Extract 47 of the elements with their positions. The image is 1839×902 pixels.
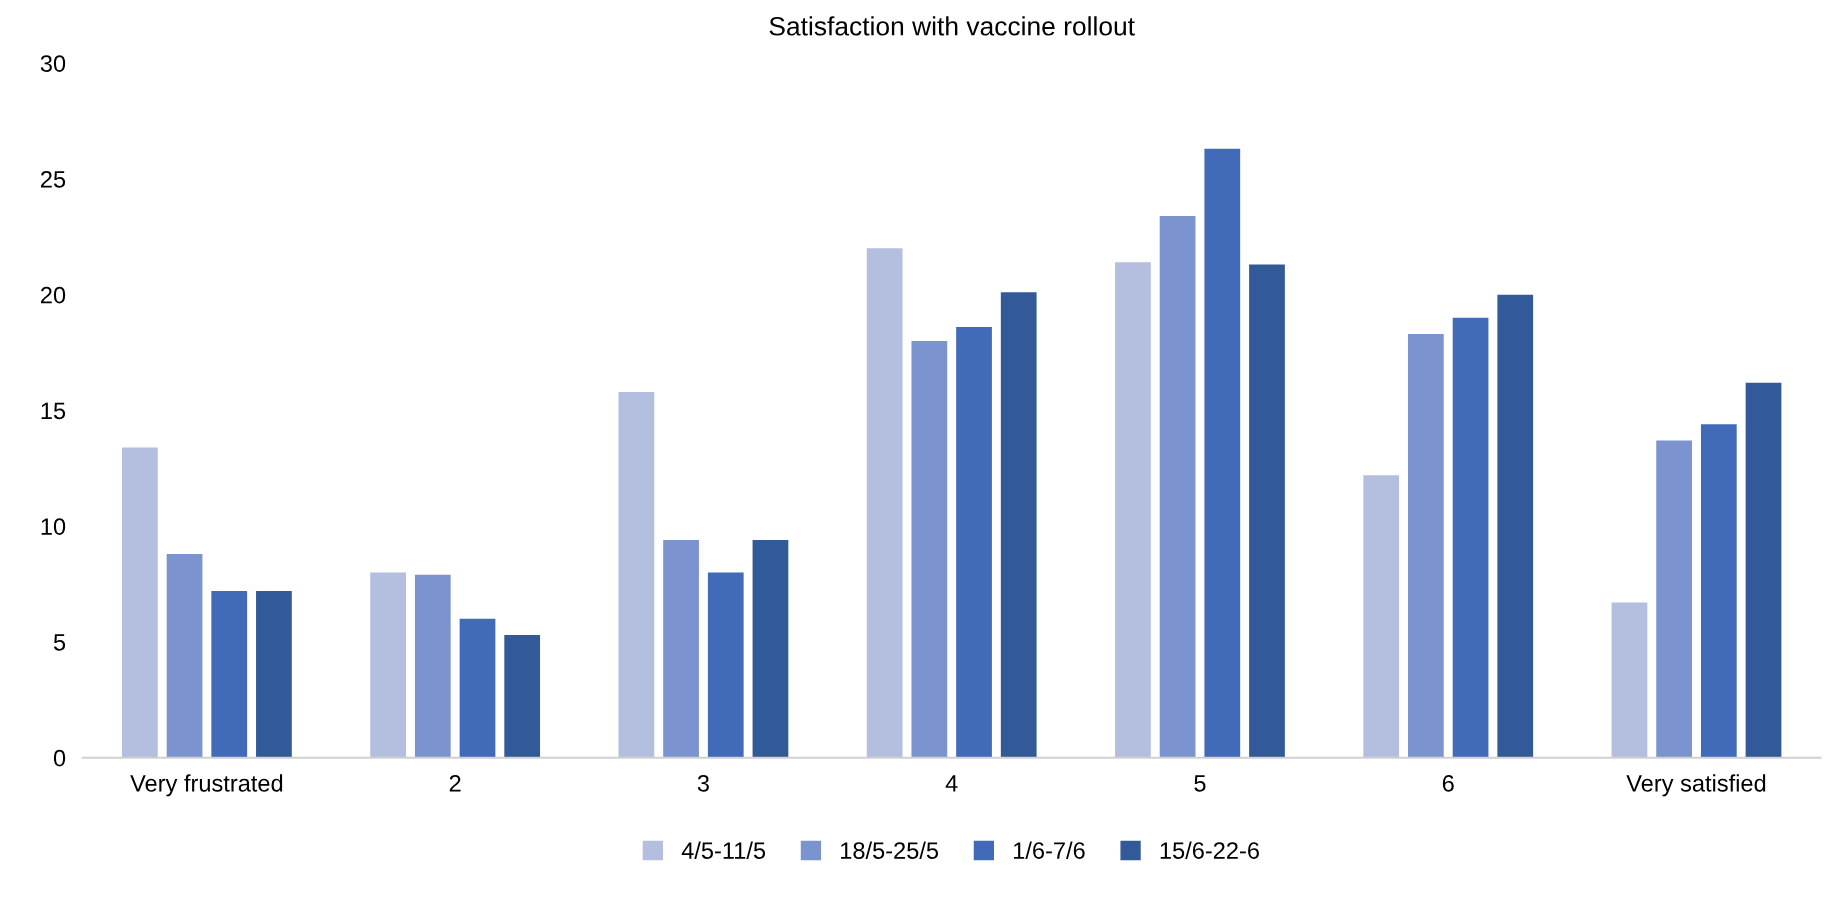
bar [459, 618, 496, 758]
legend-label: 4/5-11/5 [681, 841, 766, 859]
bar [1407, 334, 1444, 758]
bar [663, 540, 699, 758]
bar [370, 572, 406, 758]
x-tick-label: Very satisfied [1626, 774, 1766, 797]
bar [1159, 215, 1196, 758]
bar [1204, 148, 1241, 758]
bar [1611, 602, 1648, 758]
y-tick-label: 20 [41, 286, 66, 304]
bar [707, 572, 744, 758]
x-tick-label: 3 [697, 774, 709, 792]
bar [121, 447, 158, 758]
x-tick-label: 4 [945, 775, 958, 792]
bar [1452, 317, 1489, 758]
bar [866, 248, 903, 758]
bar [1745, 382, 1782, 758]
y-tick-label: 25 [41, 170, 66, 188]
x-tick-label: Very frustrated [130, 774, 283, 797]
bar [1700, 424, 1737, 758]
legend-label: 1/6-7/6 [1014, 841, 1085, 859]
bar [1497, 294, 1534, 758]
bar [752, 540, 789, 758]
bar [504, 634, 541, 758]
bar [618, 391, 655, 758]
bar [1363, 475, 1400, 758]
bar [414, 574, 451, 758]
y-tick-label: 10 [41, 518, 66, 535]
chart-title: Satisfaction with vaccine rollout [769, 16, 1135, 36]
y-tick-label: 0 [53, 749, 66, 767]
x-tick-label: 2 [449, 774, 461, 792]
bar [166, 553, 203, 758]
bar [256, 590, 292, 758]
x-tick-label: 5 [1194, 775, 1206, 792]
bar [1115, 262, 1151, 758]
bar [956, 327, 992, 758]
bar [211, 590, 248, 758]
x-tick-label: 6 [1442, 774, 1454, 792]
bar [911, 340, 948, 758]
legend-label: 18/5-25/5 [841, 841, 939, 859]
y-tick-label: 30 [40, 55, 66, 72]
bar [1249, 264, 1285, 758]
y-tick-label: 5 [53, 634, 66, 651]
legend-label: 15/6-22-6 [1160, 841, 1259, 859]
bar [1656, 440, 1693, 758]
bar [1000, 292, 1037, 758]
y-tick-label: 15 [41, 402, 66, 420]
